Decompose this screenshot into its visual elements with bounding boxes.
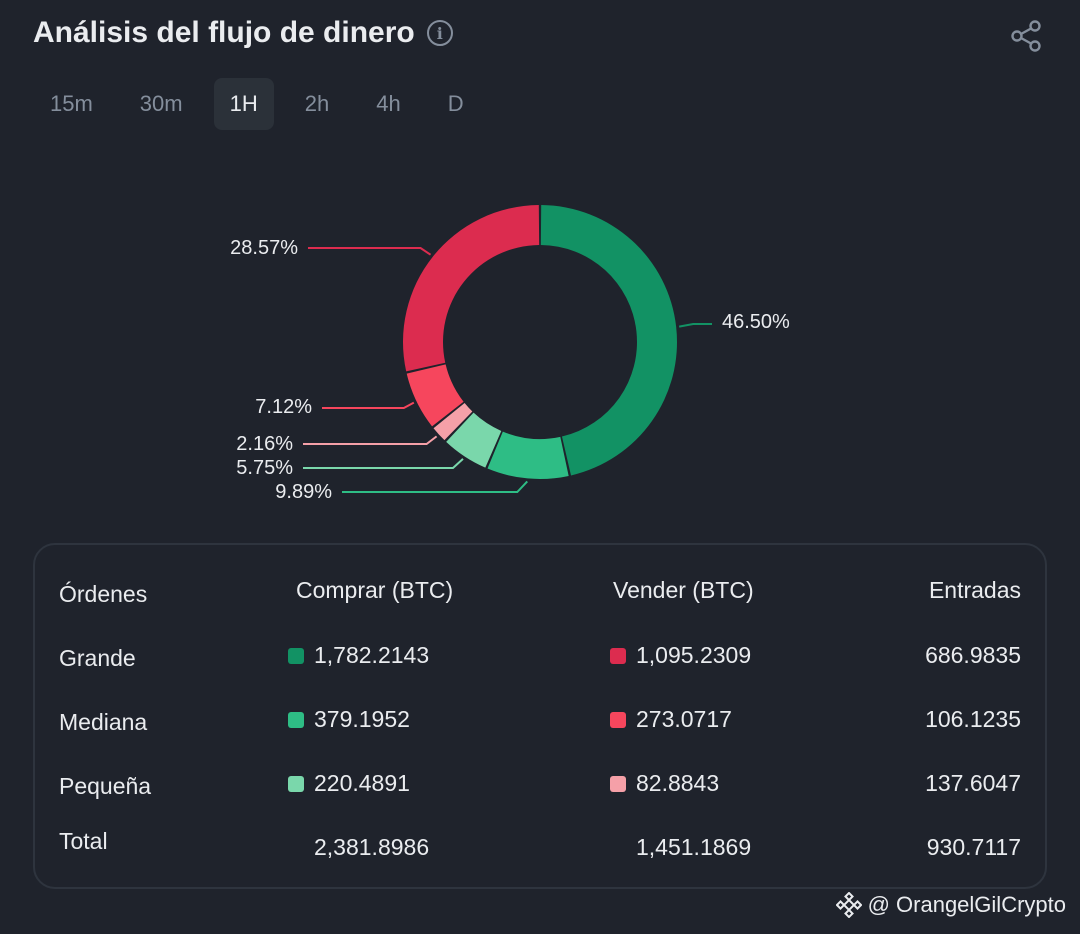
row-buy-large-value: 1,782.2143 [314, 642, 430, 668]
money-flow-table: Órdenes Comprar (BTC) Vender (BTC) Entra… [33, 543, 1047, 889]
row-inflow-small: 137.6047 [925, 770, 1021, 796]
donut-leader-line-3 [303, 435, 438, 445]
tab-1h[interactable]: 1H [213, 78, 274, 130]
buy-swatch [288, 711, 304, 728]
row-label-large: Grande [59, 645, 136, 671]
row-sell-large-value: 1,095.2309 [636, 642, 752, 668]
donut-label-5: 28.57% [230, 237, 298, 259]
row-inflow-medium: 106.1235 [925, 706, 1021, 732]
row-buy-total: 2,381.8986 [314, 834, 430, 860]
row-sell-medium: 273.0717 [610, 706, 732, 733]
row-sell-total: 1,451.1869 [636, 834, 752, 860]
tab-d[interactable]: D [447, 91, 464, 116]
row-buy-large: 1,782.2143 [288, 642, 429, 669]
row-buy-small: 220.4891 [288, 770, 410, 797]
watermark-text: @ OrangelGilCrypto [867, 892, 1066, 917]
share-icon[interactable] [1008, 18, 1044, 54]
tab-15m[interactable]: 15m [50, 91, 93, 116]
header-sell: Vender (BTC) [613, 577, 754, 603]
page-title: Análisis del flujo de dinero i [33, 16, 453, 50]
row-sell-medium-value: 273.0717 [636, 706, 732, 732]
donut-label-2: 5.75% [236, 457, 293, 479]
donut-leader-line-0 [678, 323, 712, 328]
money-flow-donut-chart: 46.50% 9.89%5.75%2.16% 7.12% 28.57% [230, 205, 790, 503]
tab-30m[interactable]: 30m [139, 91, 183, 116]
row-buy-medium: 379.1952 [288, 706, 410, 733]
sell-swatch [610, 647, 626, 664]
buy-swatch [288, 647, 304, 664]
row-sell-large: 1,095.2309 [610, 642, 751, 669]
donut-label-4: 7.12% [255, 396, 312, 418]
donut-slice-0 [540, 205, 678, 476]
row-inflow-total: 930.7117 [926, 834, 1021, 860]
donut-slice-1 [487, 431, 569, 479]
header-orders: Órdenes [59, 581, 148, 607]
row-inflow-large: 686.9835 [925, 642, 1021, 668]
donut-slice-3 [433, 403, 473, 441]
header-inflow: Entradas [928, 577, 1021, 603]
donut-label-0: 46.50% [722, 311, 790, 333]
header-buy: Comprar (BTC) [296, 577, 454, 603]
timeframe-tabs: 15m 30m 1H 2h 4h D [34, 78, 495, 130]
watermark: @ OrangelGilCrypto [835, 892, 1066, 918]
donut-slice-2 [446, 412, 502, 468]
row-sell-small-value: 82.8843 [636, 770, 720, 796]
row-label-medium: Mediana [59, 709, 148, 735]
donut-leader-line-4 [322, 401, 415, 409]
sell-swatch [610, 775, 626, 792]
donut-slice-5 [403, 205, 540, 372]
donut-label-3: 2.16% [236, 433, 293, 455]
row-label-small: Pequeña [59, 773, 152, 799]
row-label-total: Total [59, 828, 108, 854]
donut-leader-line-1 [342, 480, 528, 493]
row-sell-small: 82.8843 [610, 770, 719, 797]
tab-4h[interactable]: 4h [376, 91, 401, 116]
page-title-text: Análisis del flujo de dinero [33, 16, 415, 49]
buy-swatch [288, 775, 304, 792]
donut-leader-line-2 [303, 458, 464, 469]
row-buy-small-value: 220.4891 [314, 770, 410, 796]
donut-slice-4 [406, 364, 464, 427]
tab-2h[interactable]: 2h [304, 91, 330, 116]
sell-swatch [610, 711, 626, 728]
info-icon[interactable]: i [426, 20, 453, 46]
donut-label-1: 9.89% [275, 481, 332, 503]
row-buy-medium-value: 379.1952 [314, 706, 410, 732]
donut-leader-line-5 [308, 247, 432, 256]
binance-logo-icon [835, 892, 862, 918]
